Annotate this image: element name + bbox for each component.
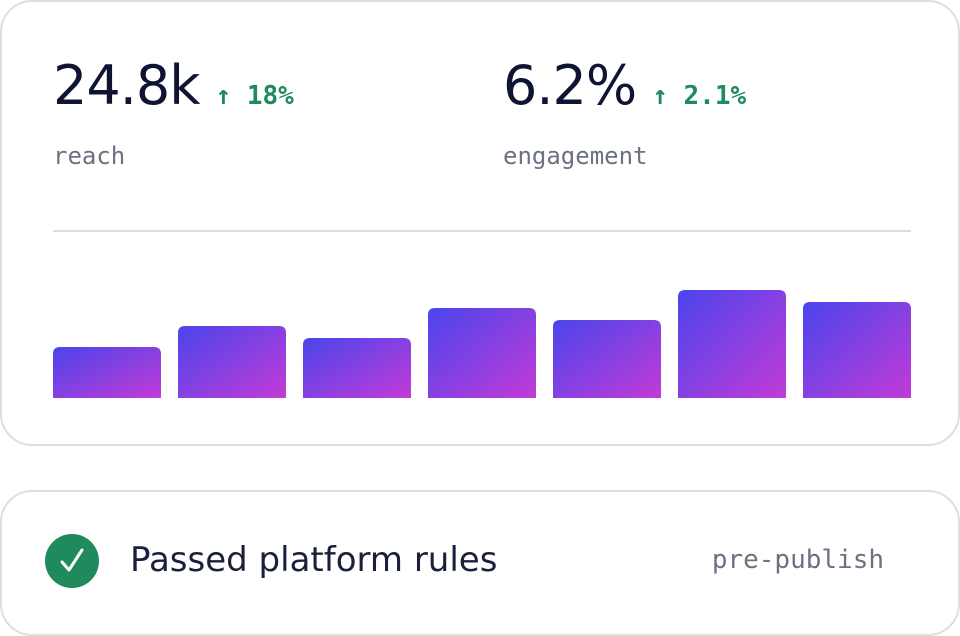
status-text: Passed platform rules	[130, 540, 498, 580]
stat-value: 24.8k	[53, 54, 201, 117]
bar	[678, 290, 786, 398]
stat-label: reach	[53, 142, 126, 170]
check-icon	[45, 534, 99, 588]
status-tag: pre-publish	[711, 545, 884, 575]
bar	[553, 320, 661, 398]
stat-change: ↑ 2.1%	[652, 81, 747, 111]
metrics-card: 24.8k ↑ 18% reach 6.2% ↑ 2.1% engagement	[0, 0, 960, 446]
bar	[803, 302, 911, 398]
bar	[428, 308, 536, 398]
divider	[53, 230, 911, 232]
stat: 24.8k ↑ 18% reach	[53, 54, 294, 170]
stat-value: 6.2%	[503, 54, 637, 117]
stat-change: ↑ 18%	[215, 81, 294, 111]
bar	[303, 338, 411, 398]
bar	[53, 347, 161, 398]
stat: 6.2% ↑ 2.1% engagement	[503, 54, 746, 170]
stat-label: engagement	[503, 142, 648, 170]
bar-chart	[53, 290, 911, 398]
status-card	[0, 490, 960, 636]
bar	[178, 326, 286, 398]
